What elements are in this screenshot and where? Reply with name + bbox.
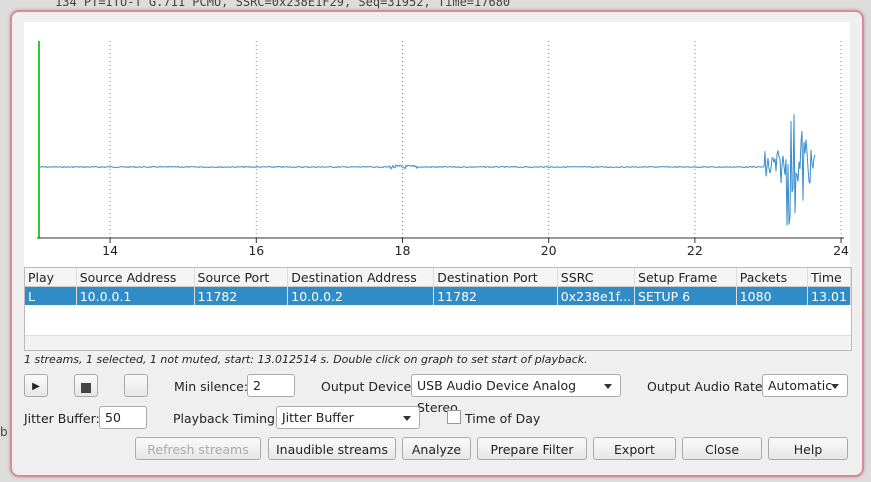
label: Playback Timing: <box>173 411 280 426</box>
play-button[interactable]: ▶ <box>24 374 48 397</box>
table-cell: SETUP 6 <box>634 286 737 305</box>
pause-button[interactable] <box>124 374 148 397</box>
label: Output Audio Rate: <box>647 379 767 394</box>
label: Output Device: <box>321 379 416 394</box>
column-header: Play <box>25 268 77 287</box>
column-header: Setup Frame <box>634 268 737 287</box>
prepare-filter-button[interactable]: Prepare Filter <box>477 437 587 460</box>
streams-table: Play Source Address Source Port Destination… <box>24 267 852 351</box>
status-text: 1 streams, 1 selected, 1 not muted, star… <box>24 353 588 366</box>
x-tick-label: 14 <box>102 243 118 258</box>
time-of-day-checkbox[interactable] <box>447 410 461 424</box>
graph-background <box>24 22 850 268</box>
column-header: SSRC <box>557 268 636 287</box>
min-silence-spinbox[interactable]: 2 <box>247 374 295 397</box>
table-cell: 11782 <box>194 286 289 305</box>
table-cell: L <box>25 286 77 305</box>
background-fragment: b <box>0 425 8 439</box>
label: Min silence: <box>174 379 248 394</box>
help-button[interactable]: Help <box>768 437 848 460</box>
table-cell: 13.01 <box>807 286 851 305</box>
close-button[interactable]: Close <box>682 437 762 460</box>
background-packet-text: 134 PT=ITU-T G.711 PCMU, SSRC=0x238E1F29… <box>55 0 511 9</box>
x-tick-label: 18 <box>395 243 411 258</box>
label: Time of Day <box>465 411 541 426</box>
waveform-graph[interactable]: 14 16 18 20 22 24 <box>24 22 850 268</box>
x-tick-label: 16 <box>248 243 264 258</box>
export-button[interactable]: Export <box>593 437 676 460</box>
jitter-buffer-spinbox[interactable]: 50 <box>99 406 147 429</box>
waveform <box>39 114 816 226</box>
x-tick-label: 24 <box>833 243 849 258</box>
analyze-button[interactable]: Analyze <box>402 437 471 460</box>
stop-button[interactable] <box>74 374 98 397</box>
table-cell: 1080 <box>736 286 809 305</box>
label: Jitter Buffer: <box>24 411 100 426</box>
table-cell: 10.0.0.2 <box>287 286 435 305</box>
column-header: Destination Port <box>433 268 558 287</box>
column-header: Source Port <box>194 268 289 287</box>
rtp-player-dialog: 14 16 18 20 22 24 Play Source Address Source Po… <box>10 10 864 477</box>
output-device-combo[interactable]: USB Audio Device Analog Stereo <box>411 374 621 415</box>
x-tick-label: 20 <box>541 243 557 258</box>
column-header: Source Address <box>76 268 195 287</box>
table-cell: 10.0.0.1 <box>76 286 195 305</box>
refresh-button[interactable]: Refresh streams <box>135 437 261 460</box>
inaudible-button[interactable]: Inaudible streams <box>268 437 396 460</box>
table-cell: 11782 <box>433 286 558 305</box>
column-header: Time <box>807 268 851 287</box>
playback-timing-combo[interactable]: Jitter Buffer <box>276 406 420 429</box>
horizontal-scrollbar[interactable] <box>25 335 851 350</box>
table-cell: 0x238e1f... <box>557 286 636 305</box>
x-tick-label: 22 <box>687 243 703 258</box>
output-rate-combo[interactable]: Automatic <box>762 374 848 397</box>
column-header: Destination Address <box>287 268 435 287</box>
column-header: Packets <box>736 268 809 287</box>
